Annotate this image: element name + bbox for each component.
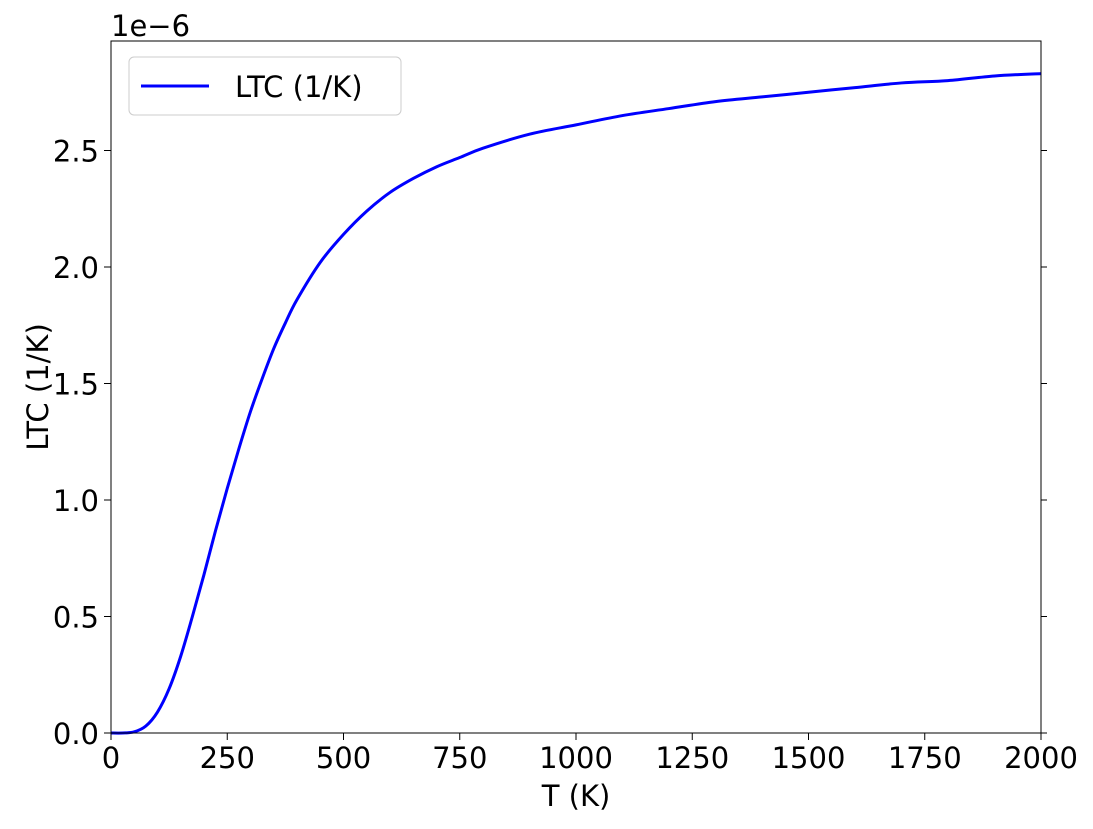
y-axis-label: LTC (1/K) <box>21 323 55 451</box>
y-tick-label: 2.5 <box>53 135 99 169</box>
x-tick-label: 1750 <box>888 741 962 775</box>
x-tick-label: 1000 <box>539 741 613 775</box>
series-layer <box>110 72 1042 735</box>
x-tick-label: 500 <box>316 741 371 775</box>
legend-box <box>128 56 402 116</box>
y-tick-label: 1.5 <box>53 368 99 402</box>
x-tick-label: 2000 <box>1004 741 1078 775</box>
x-tick-label: 250 <box>200 741 255 775</box>
legend-label: LTC (1/K) <box>235 70 363 104</box>
x-axis-label: T (K) <box>541 779 611 813</box>
y-tick-label: 0.0 <box>53 717 99 751</box>
series-line <box>110 72 1042 735</box>
y-tick-label: 0.5 <box>53 601 99 635</box>
x-tick-label: 0 <box>102 741 120 775</box>
x-tick-label: 1250 <box>655 741 729 775</box>
legend: LTC (1/K) <box>128 56 402 116</box>
plot-area-background <box>111 41 1041 733</box>
y-tick-label: 1.0 <box>53 484 99 518</box>
x-tick-label: 750 <box>432 741 487 775</box>
ticks-layer: 0 250 500 750 1000 1250 1500 1750 2000 0.0 0.5 1.0 1… <box>53 135 1078 775</box>
y-tick-label: 2.0 <box>53 251 99 285</box>
y-offset-text: 1e−6 <box>111 9 190 43</box>
x-tick-label: 1500 <box>772 741 846 775</box>
